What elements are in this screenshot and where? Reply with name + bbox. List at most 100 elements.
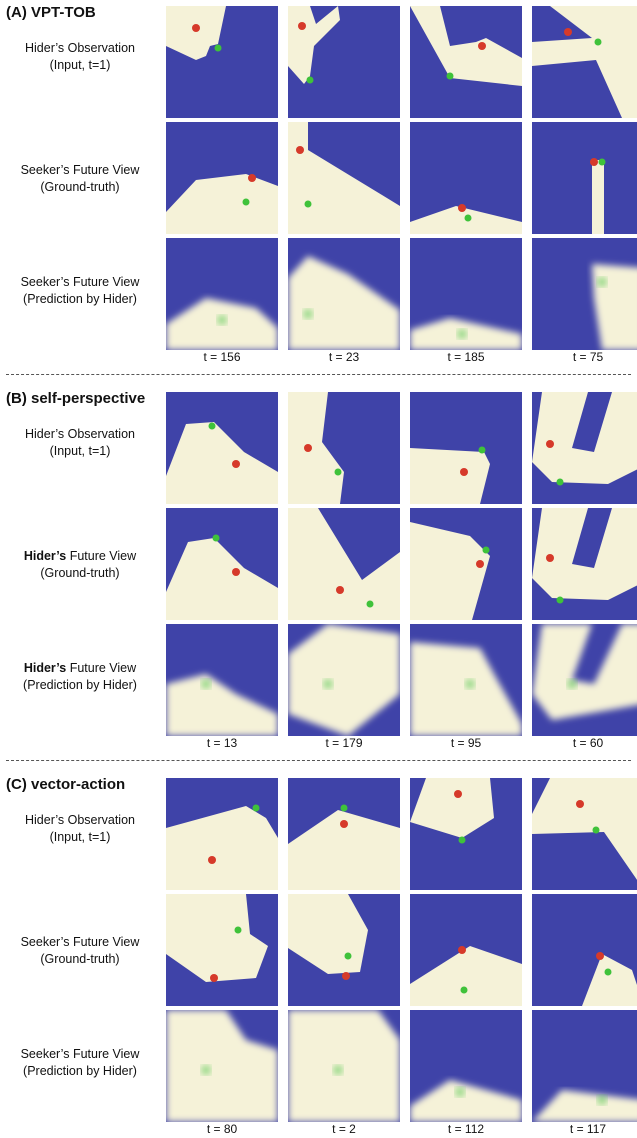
hider-agent: [296, 146, 304, 154]
hider-agent: [304, 444, 312, 452]
row-label-line2: (Prediction by Hider): [23, 292, 137, 306]
seeker-agent: [465, 679, 475, 689]
visible-area: [582, 954, 637, 1006]
seeker-agent: [344, 952, 352, 960]
time-label: t = 13: [206, 736, 238, 750]
row-label-text: Hider’s Observation: [24, 41, 135, 55]
prediction-image: [532, 238, 637, 350]
time-label: t = 112: [447, 1122, 485, 1136]
future-view-image: [288, 894, 400, 1006]
seeker-agent: [597, 1095, 607, 1105]
row-label: Hider’s Future View (Ground-truth): [0, 548, 160, 582]
hider-agent: [454, 790, 462, 798]
observation-image: [166, 392, 278, 504]
seeker-agent: [303, 309, 313, 319]
seeker-agent: [306, 76, 314, 84]
section-title: (C) vector-action: [6, 776, 126, 793]
seeker-agent: [252, 804, 260, 812]
seeker-agent: [208, 422, 216, 430]
visible-area: [532, 1090, 637, 1122]
seeker-agent: [594, 38, 602, 46]
time-label: t = 80: [206, 1122, 238, 1136]
seeker-agent: [460, 986, 468, 994]
seeker-agent: [214, 44, 222, 52]
visible-area: [166, 538, 278, 620]
visible-area: [410, 1080, 522, 1122]
visible-area: [166, 6, 226, 60]
hider-agent: [576, 800, 584, 808]
hider-agent: [476, 560, 484, 568]
row-label-text: Seeker’s Future View: [20, 163, 140, 177]
row-label-line1: Hider’s Observation: [0, 40, 160, 57]
time-label: t = 60: [572, 736, 604, 750]
seeker-agent: [201, 1065, 211, 1075]
seeker-agent: [201, 679, 211, 689]
time-label: t = 179: [325, 736, 363, 750]
prediction-image: [532, 624, 637, 736]
time-label: t = 95: [450, 736, 482, 750]
prediction-image: [532, 1010, 637, 1122]
time-label: t = 2: [332, 1122, 356, 1136]
section-divider: [6, 760, 631, 761]
row-label-line1: Hider’s Observation: [0, 812, 160, 829]
row-label: Hider’s Observation (Input, t=1): [0, 40, 160, 74]
hider-agent: [546, 554, 554, 562]
observation-image: [410, 6, 522, 118]
hider-agent: [342, 972, 350, 980]
time-label: t = 156: [203, 350, 241, 364]
row-label-line1: Seeker’s Future View: [0, 934, 160, 951]
hider-agent: [590, 158, 598, 166]
prediction-image: [410, 238, 522, 350]
visible-area: [592, 264, 637, 350]
prediction-image: [166, 238, 278, 350]
visible-area: [410, 946, 522, 1006]
future-view-image: [288, 508, 400, 620]
observation-image: [532, 778, 637, 890]
seeker-agent: [556, 478, 564, 486]
visible-area: [288, 1010, 400, 1122]
seeker-agent: [604, 968, 612, 976]
prediction-image: [410, 624, 522, 736]
hider-agent: [478, 42, 486, 50]
visible-area: [288, 894, 368, 974]
seeker-agent: [482, 546, 490, 554]
row-label: Hider’s Observation (Input, t=1): [0, 426, 160, 460]
seeker-agent: [323, 679, 333, 689]
seeker-agent: [334, 468, 342, 476]
seeker-agent: [556, 596, 564, 604]
hider-agent: [546, 440, 554, 448]
row-label: Seeker’s Future View (Ground-truth): [0, 934, 160, 968]
row-label: Hider’s Future View (Prediction by Hider): [0, 660, 160, 694]
observation-image: [410, 392, 522, 504]
row-label-line1: Seeker’s Future View: [0, 1046, 160, 1063]
seeker-agent: [366, 600, 374, 608]
row-label-bold: Hider’s: [23, 661, 67, 675]
visible-area: [410, 778, 494, 838]
visible-area: [288, 624, 400, 736]
prediction-image: [166, 624, 278, 736]
row-label-line1: Hider’s Future View: [0, 548, 160, 565]
visible-area: [532, 778, 637, 880]
row-label-line1: Seeker’s Future View: [0, 162, 160, 179]
seeker-agent: [457, 329, 467, 339]
row-label-line2: (Prediction by Hider): [23, 678, 137, 692]
hider-agent: [210, 974, 218, 982]
row-label-bold: Hider’s: [23, 549, 67, 563]
visible-area: [288, 392, 344, 504]
row-label-line1: Hider’s Future View: [0, 660, 160, 677]
future-view-image: [532, 122, 637, 234]
observation-image: [410, 778, 522, 890]
visible-area: [166, 674, 278, 736]
time-label: t = 185: [447, 350, 485, 364]
row-label-line2: (Input, t=1): [49, 58, 111, 72]
row-label-line2: (Ground-truth): [40, 566, 120, 580]
row-label-line1: Hider’s Observation: [0, 426, 160, 443]
observation-image: [288, 6, 400, 118]
hider-agent: [458, 946, 466, 954]
row-label: Seeker’s Future View (Prediction by Hider…: [0, 274, 160, 308]
seeker-agent: [455, 1087, 465, 1097]
row-label-text: Seeker’s Future View: [20, 1047, 140, 1061]
seeker-agent: [464, 214, 472, 222]
prediction-image: [410, 1010, 522, 1122]
visible-area: [166, 422, 278, 504]
